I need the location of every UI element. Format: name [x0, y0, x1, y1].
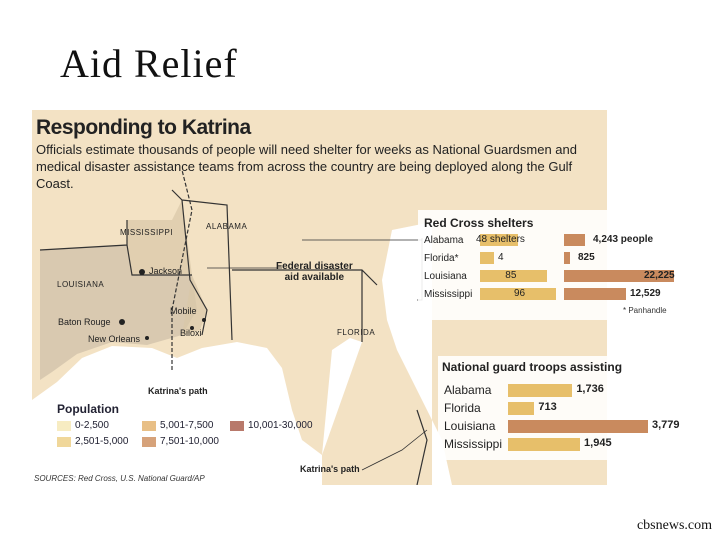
guard-bar: [508, 438, 581, 451]
label-louisiana: LOUISIANA: [57, 280, 105, 289]
shelters-row-label: Alabama: [424, 235, 464, 246]
jackson-dot: [139, 269, 145, 275]
legend-label: 0-2,500: [75, 420, 109, 431]
katrina-path-line: [171, 169, 193, 370]
graphic-subtitle: Officials estimate thousands of people w…: [36, 142, 577, 191]
city-mobile: Mobile: [170, 306, 197, 316]
legend-item: 7,501-10,000: [142, 436, 219, 447]
shelters-value: 85: [505, 270, 517, 281]
katrina-path-label: Katrina's path: [148, 386, 208, 396]
people-value: 22,225: [644, 270, 675, 281]
legend-swatch: [142, 436, 156, 447]
shelters-row-label: Florida*: [424, 253, 459, 264]
people-value: 4,243 people: [593, 234, 654, 245]
legend-item: 0-2,500: [57, 420, 109, 431]
mississippi-region: [127, 200, 207, 335]
graphic-title: Responding to Katrina: [36, 116, 251, 139]
gulf-west-peninsula: [322, 338, 362, 455]
credit: cbsnews.com: [636, 518, 712, 533]
label-florida: FLORIDA: [337, 328, 376, 337]
national-guard-panel: National guard troops assisting Alabama 1,…: [438, 356, 680, 460]
federal-aid-annotation: Federal disaster aid available: [276, 261, 353, 283]
label-alabama: ALABAMA: [206, 222, 248, 231]
shelters-value: 48 shelters: [476, 234, 525, 245]
people-value: 825: [578, 252, 595, 263]
legend-label: 7,501-10,000: [160, 436, 219, 447]
city-baton-rouge: Baton Rouge: [58, 317, 111, 327]
biloxi-dot: [190, 326, 194, 330]
baton-rouge-dot: [119, 319, 125, 325]
legend-item: 5,001-7,500: [142, 420, 213, 431]
people-bar: [564, 288, 626, 300]
shelters-bar: [480, 270, 548, 282]
city-new-orleans: New Orleans: [88, 334, 141, 344]
guard-bar: [508, 402, 535, 415]
new-orleans-dot: [145, 336, 149, 340]
city-biloxi: Biloxi: [180, 328, 202, 338]
louisiana-region: [40, 245, 197, 380]
people-bar: [564, 270, 674, 282]
legend-title: Population: [57, 402, 119, 416]
people-value: 12,529: [630, 288, 661, 299]
legend-swatch: [57, 436, 71, 447]
federal-aid-line1: Federal disaster: [276, 261, 353, 272]
legend-label: 10,001-30,000: [248, 420, 313, 431]
shelters-row-label: Louisiana: [424, 271, 467, 282]
legend-swatch: [142, 420, 156, 431]
shelters-value: 96: [514, 288, 526, 299]
guard-value: 713: [538, 401, 557, 413]
federal-aid-line2: aid available: [284, 272, 345, 283]
katrina-path-florida: [416, 409, 428, 485]
guard-value: 1,945: [584, 437, 612, 449]
shelters-row-label: Mississippi: [424, 289, 473, 300]
shelters-bar: [480, 288, 556, 300]
path-leader-line: [361, 429, 428, 471]
legend-label: 2,501-5,000: [75, 436, 129, 447]
sources-note: SOURCES: Red Cross, U.S. National Guard/…: [34, 474, 205, 483]
guard-row-label: Louisiana: [444, 419, 496, 433]
legend-swatch: [57, 420, 71, 431]
guard-value: 3,779: [652, 419, 680, 431]
shelters-bar: [480, 252, 494, 264]
guard-row-label: Florida: [444, 401, 481, 415]
guard-bar: [508, 420, 648, 433]
legend-label: 5,001-7,500: [160, 420, 214, 431]
state-borders: [39, 189, 378, 342]
guard-chart-title: National guard troops assisting: [442, 360, 623, 374]
guard-row-label: Mississippi: [444, 437, 503, 451]
katrina-path-label-2: Katrina's path: [300, 464, 360, 474]
shelters-chart-title: Red Cross shelters: [424, 216, 534, 230]
shelters-value: 4: [498, 252, 504, 263]
gulf-of-mexico: [32, 342, 322, 485]
legend-item: 10,001-30,000: [230, 420, 313, 431]
mobile-dot: [202, 318, 206, 322]
atlantic-ocean: [382, 222, 452, 485]
red-cross-shelters-panel: Red Cross shelters Alabama 48 shelters 4,24…: [418, 210, 686, 320]
guard-row-label: Alabama: [444, 383, 492, 397]
legend-swatch: [230, 420, 244, 431]
label-mississippi: MISSISSIPPI: [120, 228, 174, 237]
gulf-coast-map: [32, 169, 452, 485]
shelters-bar: [480, 234, 518, 246]
guard-value: 1,736: [576, 383, 604, 395]
people-bar: [564, 234, 585, 246]
shelters-footnote: * Panhandle: [623, 306, 667, 315]
city-jackson: Jackson: [149, 266, 183, 276]
slide-title: Aid Relief: [60, 41, 238, 86]
people-bar: [564, 252, 570, 264]
guard-bar: [508, 384, 573, 397]
legend-item: 2,501-5,000: [57, 436, 128, 447]
